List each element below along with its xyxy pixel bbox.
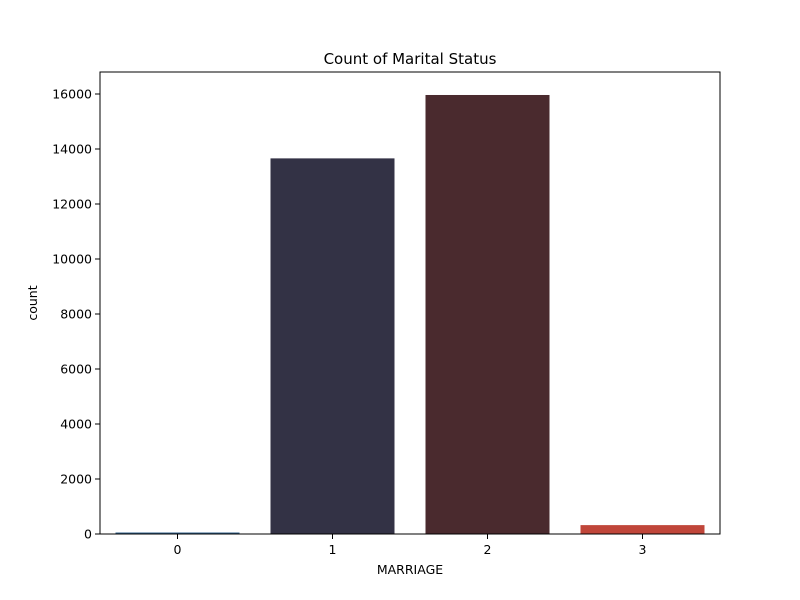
bar-0 (115, 532, 240, 534)
x-axis-label: MARRIAGE (377, 562, 443, 577)
y-tick-label-4000: 4000 (60, 417, 92, 432)
y-tick-label-0: 0 (84, 527, 92, 542)
plot-frame (99, 71, 721, 535)
bar-1 (270, 158, 395, 534)
y-tick-label-2000: 2000 (60, 472, 92, 487)
bar-3 (580, 525, 705, 534)
y-axis-ticks: 0 2000 4000 6000 8000 10000 12000 14000 16000 (52, 87, 100, 542)
y-tick-label-10000: 10000 (52, 252, 92, 267)
y-tick-label-16000: 16000 (52, 87, 92, 102)
y-tick-label-8000: 8000 (60, 307, 92, 322)
x-tick-label-0: 0 (174, 542, 182, 557)
bars-layer (115, 94, 705, 535)
y-tick-label-6000: 6000 (60, 362, 92, 377)
x-tick-label-2: 2 (484, 542, 492, 557)
x-tick-label-1: 1 (329, 542, 337, 557)
bar-2 (425, 94, 550, 535)
y-tick-label-12000: 12000 (52, 197, 92, 212)
x-tick-label-3: 3 (639, 542, 647, 557)
y-tick-label-14000: 14000 (52, 142, 92, 157)
chart-title: Count of Marital Status (324, 50, 497, 68)
y-axis-label: count (25, 285, 40, 320)
x-axis-ticks: 0 1 2 3 (174, 534, 647, 557)
